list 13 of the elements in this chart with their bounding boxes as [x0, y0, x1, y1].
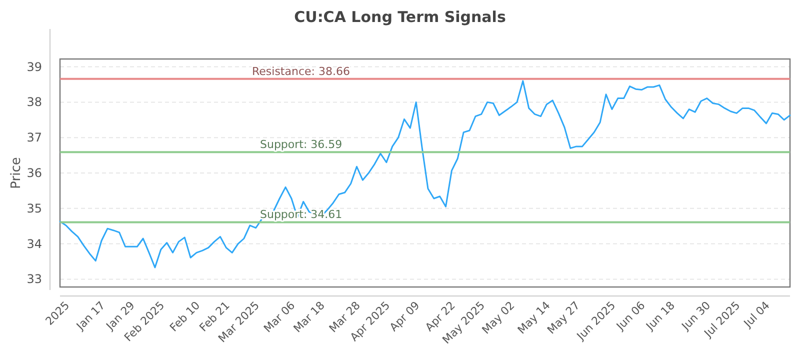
- y-tick-label: 36: [26, 166, 42, 180]
- line-series: [59, 80, 791, 268]
- y-tick-label: 39: [26, 60, 42, 74]
- ref-line-label: Resistance: 38.66: [252, 64, 350, 78]
- y-tick-label: 38: [26, 95, 42, 110]
- y-tick-label: 35: [26, 201, 42, 216]
- chart-title: CU:CA Long Term Signals: [294, 8, 506, 26]
- y-tick-label: 37: [26, 130, 42, 145]
- ref-line-label: Support: 36.59: [260, 138, 342, 152]
- x-tick-label: Jul 04: [740, 298, 772, 331]
- y-tick-label: 33: [26, 272, 42, 286]
- y-tick-label: 34: [26, 236, 42, 251]
- y-axis-title: Price: [9, 157, 24, 189]
